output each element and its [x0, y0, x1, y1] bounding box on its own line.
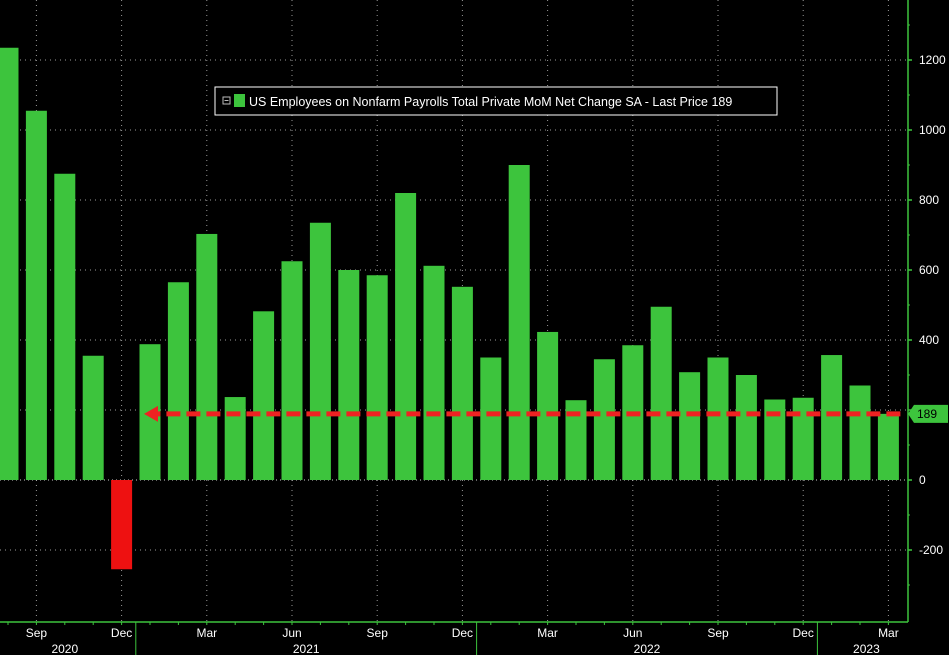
bars: [0, 47, 899, 570]
y-tick-label: 1200: [919, 53, 946, 67]
bar: [366, 275, 388, 480]
bar: [650, 306, 672, 480]
y-tick-label: 600: [919, 263, 939, 277]
bar: [395, 193, 417, 480]
bar: [451, 286, 473, 480]
y-tick-label: -200: [919, 543, 943, 557]
x-month-label: Jun: [282, 626, 301, 640]
y-tick-label: 800: [919, 193, 939, 207]
reference-arrow-head: [144, 405, 158, 422]
bar: [707, 357, 729, 480]
x-month-label: Sep: [367, 626, 389, 640]
bar: [735, 375, 757, 480]
bar: [593, 359, 615, 480]
legend-label: US Employees on Nonfarm Payrolls Total P…: [249, 95, 732, 109]
y-axis: -200 0 400 600 800 1000 1200 189: [907, 0, 948, 622]
bar: [253, 311, 275, 480]
bar: [309, 222, 331, 480]
y-tick-label: 400: [919, 333, 939, 347]
bar: [480, 357, 502, 480]
reference-arrow: [144, 405, 901, 422]
legend-box: [214, 86, 778, 116]
bar: [849, 385, 871, 480]
y-tick-label: 0: [919, 473, 926, 487]
x-year-label: 2020: [51, 642, 78, 655]
x-month-label: Dec: [111, 626, 132, 640]
y-tick-label: 1000: [919, 123, 946, 137]
bar: [167, 282, 189, 480]
x-month-label: Mar: [537, 626, 558, 640]
bar: [338, 270, 360, 480]
bar: [764, 399, 786, 480]
x-year-label: 2021: [293, 642, 320, 655]
legend-swatch: [234, 94, 245, 107]
last-price-label: 189: [917, 407, 937, 421]
x-month-label: Jun: [623, 626, 642, 640]
bar: [423, 265, 445, 480]
legend: US Employees on Nonfarm Payrolls Total P…: [214, 86, 778, 116]
x-month-label: Dec: [793, 626, 814, 640]
bar: [537, 331, 559, 480]
bar: [0, 47, 19, 480]
x-month-label: Sep: [26, 626, 48, 640]
legend-collapse-icon[interactable]: [222, 96, 231, 105]
bar: [821, 355, 843, 480]
x-axis: Sep Dec Mar Jun Sep Dec Mar Jun Sep Dec Mar 2020 202…: [0, 621, 908, 655]
bar: [25, 110, 47, 480]
x-month-label: Sep: [707, 626, 729, 640]
bar: [281, 261, 303, 480]
x-year-label: 2023: [853, 642, 880, 655]
bar: [508, 165, 530, 480]
bar: [82, 355, 104, 480]
x-month-label: Dec: [452, 626, 473, 640]
bar: [224, 397, 246, 480]
bar: [565, 400, 587, 480]
x-year-label: 2022: [634, 642, 661, 655]
x-month-label: Mar: [196, 626, 217, 640]
bar: [196, 233, 218, 480]
bar: [792, 397, 814, 480]
bar: [877, 413, 899, 480]
bar: [679, 372, 701, 480]
bar: [54, 173, 76, 480]
bar: [111, 480, 133, 570]
x-month-label: Mar: [878, 626, 899, 640]
last-price-badge: [908, 404, 948, 423]
